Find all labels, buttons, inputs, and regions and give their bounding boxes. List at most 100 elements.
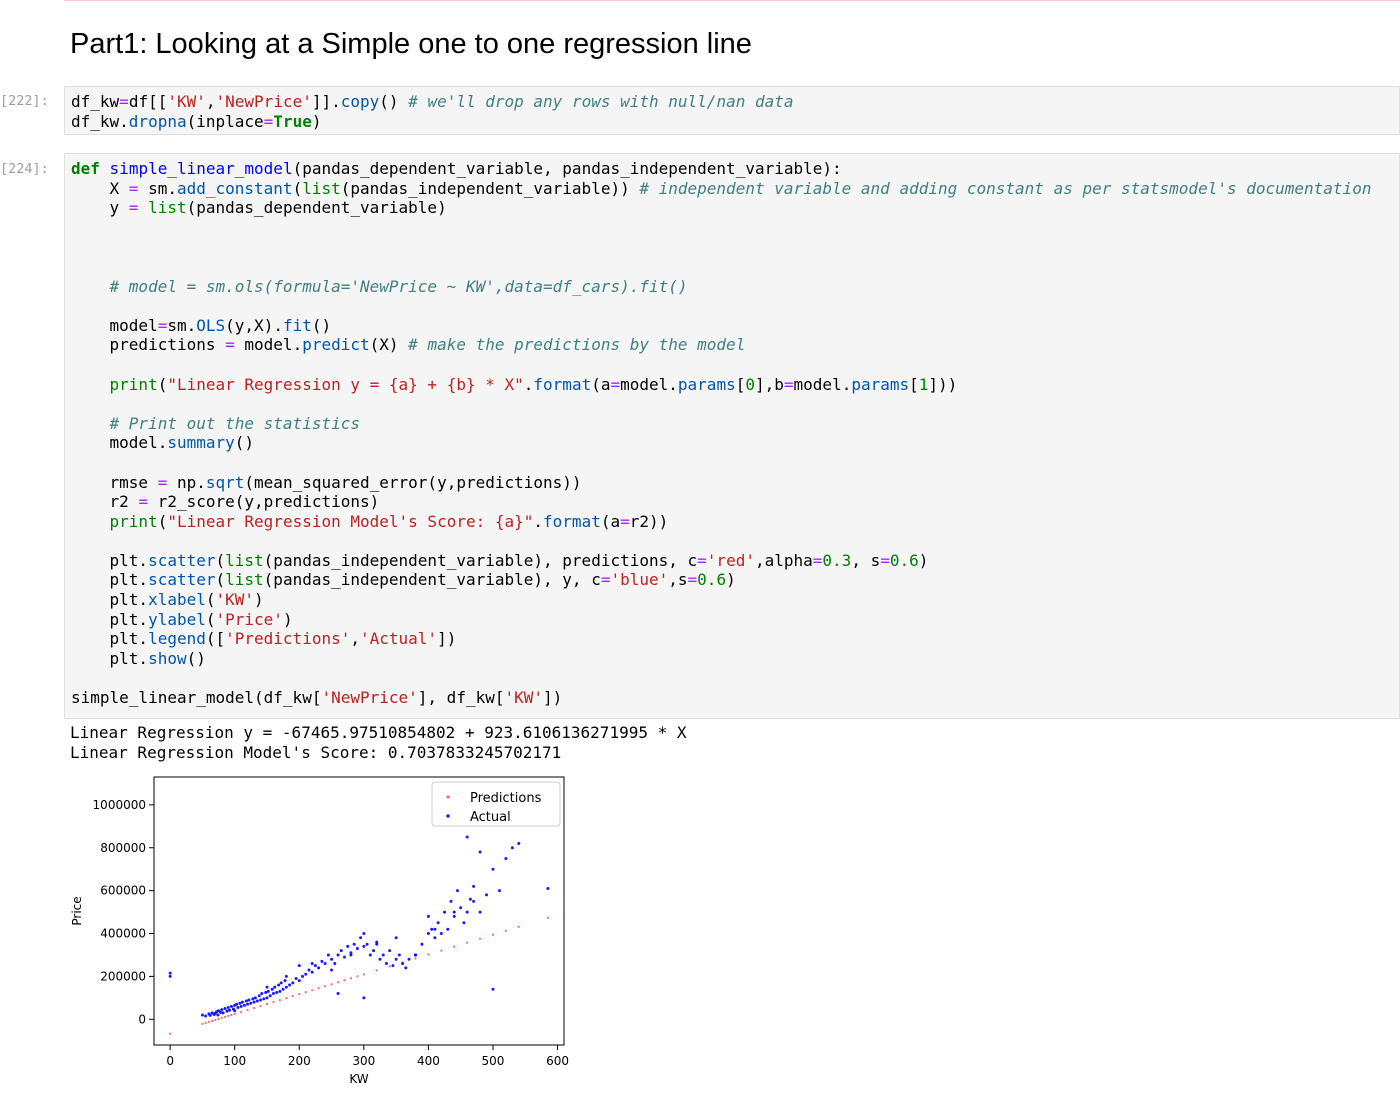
actual-point	[304, 972, 308, 976]
actual-point	[265, 985, 269, 989]
actual-point	[253, 996, 257, 1000]
actual-point	[433, 927, 437, 931]
actual-point	[271, 992, 275, 996]
y-tick-label: 200000	[100, 969, 146, 983]
actual-point	[326, 953, 330, 957]
code-token: (pandas_dependent_variable)	[186, 198, 447, 218]
actual-point	[239, 1004, 243, 1008]
code-token: )	[726, 570, 736, 590]
code-token: list	[302, 178, 341, 198]
code-token: dropna	[128, 111, 187, 131]
code-token: predictions	[71, 335, 226, 355]
actual-point	[394, 936, 398, 940]
code-line: plt.xlabel('KW')	[71, 590, 1399, 610]
prediction-point	[201, 1022, 204, 1025]
x-tick-label: 100	[223, 1054, 246, 1068]
actual-point	[465, 835, 469, 839]
code-token: simple_linear_model	[109, 159, 293, 178]
code-token: (mean_squared_error(y,predictions))	[244, 472, 582, 492]
actual-point	[388, 949, 392, 953]
actual-point	[472, 899, 476, 903]
actual-point	[168, 974, 172, 978]
code-token: plt.	[71, 550, 149, 570]
code-editor[interactable]: def simple_linear_model(pandas_dependent…	[65, 154, 1399, 708]
code-token: 0.3	[822, 550, 852, 570]
code-cell-222[interactable]: df_kw=df[['KW','NewPrice']].copy() # we'…	[64, 86, 1400, 135]
prediction-point	[324, 985, 327, 988]
actual-point	[365, 942, 369, 946]
code-token: # independent variable and adding consta…	[639, 178, 1372, 198]
code-token: 1	[918, 374, 929, 394]
actual-point	[310, 970, 314, 974]
actual-point	[225, 1009, 229, 1013]
code-token: rmse	[71, 472, 158, 492]
actual-point	[546, 886, 550, 890]
code-line: model.summary()	[71, 433, 1399, 453]
prediction-point	[220, 1016, 223, 1019]
code-token	[71, 414, 110, 433]
actual-point	[394, 957, 398, 961]
markdown-heading: Part1: Looking at a Simple one to one re…	[70, 28, 752, 60]
actual-point	[240, 1000, 244, 1004]
x-tick-label: 600	[546, 1054, 569, 1068]
prediction-point	[278, 998, 282, 1002]
code-token: fit	[282, 315, 312, 335]
code-token: df_kw	[71, 92, 120, 111]
code-line: rmse = np.sqrt(mean_squared_error(y,pred…	[71, 473, 1399, 493]
code-token: 'KW'	[504, 688, 544, 708]
actual-point	[368, 953, 372, 957]
code-token: =	[157, 472, 168, 492]
actual-point	[277, 983, 281, 987]
prediction-point	[375, 969, 378, 972]
code-line: simple_linear_model(df_kw['NewPrice'], d…	[71, 688, 1399, 708]
code-token: )	[254, 590, 264, 610]
code-line: # Print out the statistics	[71, 414, 1399, 434]
actual-point	[257, 994, 261, 998]
prediction-point	[207, 1020, 210, 1023]
code-line: df_kw=df[['KW','NewPrice']].copy() # we'…	[71, 92, 1399, 112]
code-cell-224[interactable]: def simple_linear_model(pandas_dependent…	[64, 153, 1400, 719]
actual-point	[200, 1013, 204, 1017]
code-token: model.	[620, 374, 678, 394]
prediction-point	[246, 1008, 249, 1012]
actual-point	[264, 990, 268, 994]
code-token: sm.	[138, 178, 177, 198]
code-token: 'Actual'	[360, 629, 438, 649]
code-line: r2 = r2_score(y,predictions)	[71, 492, 1399, 512]
code-token: =	[620, 511, 630, 531]
actual-point	[436, 921, 440, 925]
code-token: (	[157, 511, 168, 531]
prediction-point	[414, 957, 417, 960]
code-token: r2	[71, 492, 139, 512]
prediction-point	[217, 1017, 220, 1020]
y-axis-label: Price	[70, 896, 84, 925]
actual-point	[413, 953, 417, 957]
y-tick-label: 0	[138, 1012, 146, 1026]
actual-point	[333, 962, 337, 966]
code-editor[interactable]: df_kw=df[['KW','NewPrice']].copy() # we'…	[65, 87, 1399, 131]
actual-point	[281, 987, 285, 991]
prediction-point	[546, 916, 549, 919]
prediction-point	[304, 991, 307, 994]
actual-point	[221, 1011, 225, 1015]
actual-point	[259, 998, 263, 1002]
code-line	[71, 355, 1399, 375]
actual-point	[255, 999, 259, 1003]
code-token: "Linear Regression y = {a} + {b} * X"	[167, 374, 524, 394]
code-token: np.	[167, 472, 206, 492]
prediction-point	[233, 1012, 236, 1016]
code-line: plt.scatter(list(pandas_independent_vari…	[71, 570, 1399, 590]
code-token: ,alpha	[754, 550, 813, 570]
code-line: plt.show()	[71, 649, 1399, 669]
code-token: model.	[234, 335, 303, 355]
actual-point	[284, 974, 288, 978]
prediction-point	[259, 1004, 262, 1008]
code-token: scatter	[148, 550, 216, 570]
code-token: (	[205, 590, 216, 610]
code-token: (pandas_independent_variable))	[340, 178, 640, 198]
legend-marker	[446, 795, 450, 799]
actual-point	[262, 997, 266, 1001]
actual-point	[375, 942, 379, 946]
x-tick-label: 300	[352, 1054, 375, 1068]
code-token: print	[109, 511, 158, 531]
